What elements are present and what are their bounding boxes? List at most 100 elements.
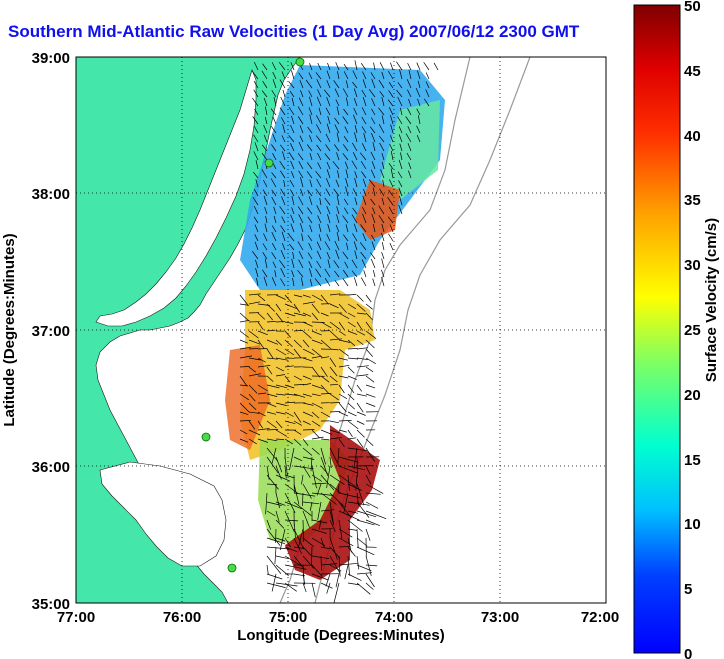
velocity-vector	[387, 196, 394, 206]
velocity-vector	[302, 555, 315, 569]
colorbar-tick-label: 0	[684, 646, 692, 659]
velocity-vector	[290, 160, 295, 170]
velocity-vector	[363, 270, 367, 278]
velocity-vector	[266, 375, 274, 382]
velocity-vector	[356, 321, 363, 331]
velocity-vector	[293, 501, 312, 516]
velocity-vector	[284, 401, 295, 404]
velocity-vector	[307, 207, 313, 215]
velocity-vector	[315, 170, 322, 179]
velocity-vector	[293, 312, 306, 317]
velocity-vector	[239, 366, 250, 368]
velocity-vector	[327, 62, 331, 71]
velocity-vector	[329, 402, 341, 404]
velocity-vector	[263, 97, 268, 107]
velocity-vector	[329, 501, 335, 525]
velocity-vector	[390, 115, 394, 125]
velocity-vector	[311, 465, 317, 489]
velocity-vector	[361, 171, 367, 179]
velocity-vector	[381, 223, 385, 233]
velocity-vector	[261, 70, 268, 80]
velocity-vector	[407, 62, 412, 71]
velocity-vector	[325, 188, 331, 197]
velocity-vector	[389, 143, 394, 152]
velocity-vector	[287, 233, 295, 242]
velocity-vector	[329, 510, 334, 525]
velocity-vector	[293, 519, 296, 538]
velocity-vector	[248, 411, 260, 414]
velocity-vector	[381, 197, 385, 206]
velocity-vector	[381, 71, 385, 80]
velocity-vector	[239, 420, 251, 422]
velocity-vector	[307, 252, 313, 260]
velocity-vector	[371, 213, 376, 224]
velocity-vector	[329, 420, 340, 424]
velocity-vector	[361, 143, 367, 152]
velocity-vector	[407, 89, 412, 98]
velocity-vector	[379, 142, 385, 152]
velocity-vector	[301, 474, 304, 485]
velocity-vector	[329, 303, 339, 309]
velocity-vector	[311, 294, 323, 302]
velocity-vector	[293, 375, 302, 381]
velocity-vector	[275, 519, 285, 529]
velocity-vector	[342, 116, 349, 125]
velocity-vector	[370, 198, 376, 206]
velocity-vector	[337, 483, 340, 494]
velocity-vector	[342, 88, 349, 98]
velocity-vector	[248, 330, 259, 339]
velocity-vector	[371, 98, 376, 107]
velocity-vector	[371, 78, 376, 89]
velocity-vector	[314, 278, 322, 287]
velocity-vector	[280, 170, 286, 179]
velocity-vector	[280, 144, 286, 152]
velocity-vector	[265, 492, 268, 515]
velocity-vector	[266, 393, 278, 397]
velocity-vector	[266, 438, 278, 442]
velocity-vector	[317, 152, 322, 161]
velocity-vector	[356, 519, 375, 526]
velocity-vector	[299, 223, 304, 233]
velocity-vector	[417, 98, 421, 107]
velocity-vector	[302, 546, 312, 556]
velocity-vector	[345, 97, 349, 107]
velocity-vector	[408, 162, 412, 170]
velocity-vector	[388, 233, 394, 242]
velocity-vector	[334, 270, 340, 278]
velocity-vector	[257, 365, 271, 368]
velocity-vector	[298, 161, 304, 170]
velocity-vector	[353, 98, 358, 107]
velocity-vector	[257, 339, 265, 350]
velocity-vector	[417, 115, 421, 125]
velocity-vector	[302, 294, 311, 298]
velocity-vector	[316, 96, 322, 107]
velocity-vector	[298, 528, 304, 548]
velocity-vector	[338, 312, 350, 320]
velocity-vector	[345, 80, 349, 89]
velocity-vector	[407, 143, 412, 152]
velocity-vector	[380, 169, 385, 179]
velocity-vector	[361, 116, 367, 125]
velocity-vector	[338, 357, 348, 361]
velocity-vector	[356, 572, 373, 575]
velocity-vector	[356, 582, 371, 595]
velocity-vector	[311, 393, 321, 397]
velocity-vector	[329, 456, 332, 469]
velocity-vector	[262, 63, 268, 71]
velocity-vector	[290, 171, 295, 179]
velocity-vector	[362, 178, 367, 188]
velocity-vector	[311, 528, 327, 534]
velocity-vector	[381, 115, 385, 125]
velocity-vector	[326, 161, 331, 170]
velocity-vector	[319, 198, 322, 206]
velocity-vector	[347, 474, 350, 491]
grid-lines	[76, 57, 606, 603]
colorbar-tick-label: 20	[684, 387, 701, 404]
velocity-vector	[372, 278, 376, 287]
velocity-vector	[397, 82, 403, 89]
velocity-vector	[284, 312, 296, 317]
velocity-vector	[239, 339, 249, 344]
velocity-vector	[354, 132, 358, 143]
velocity-vector	[343, 63, 349, 71]
velocity-vector	[266, 483, 278, 486]
